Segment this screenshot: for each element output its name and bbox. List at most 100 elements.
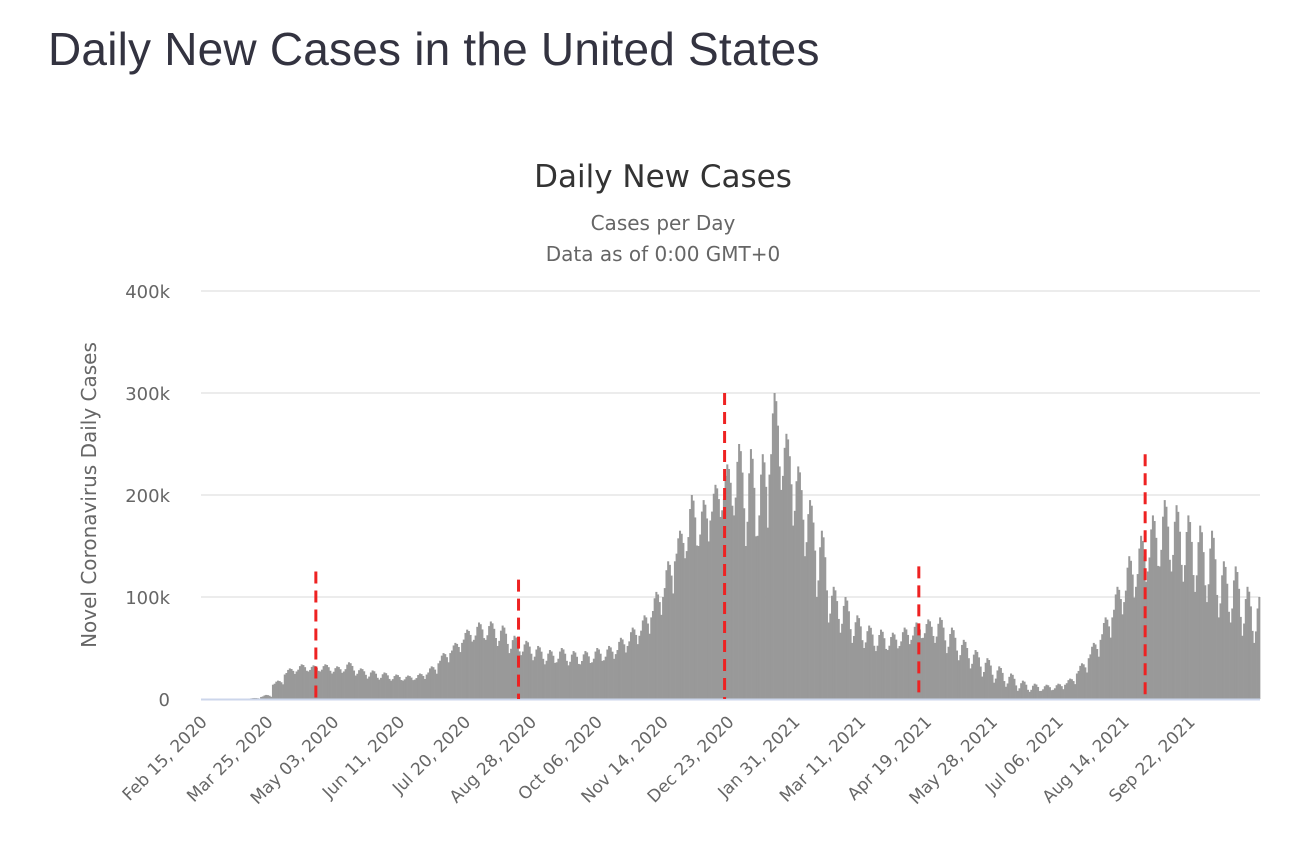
bar	[1114, 594, 1117, 699]
bar	[815, 597, 818, 699]
bar	[564, 653, 567, 699]
bar	[277, 680, 280, 699]
bar	[1080, 663, 1084, 699]
bar	[1160, 549, 1163, 699]
bar	[432, 667, 435, 699]
bar	[526, 642, 530, 699]
bar	[842, 605, 845, 699]
bar	[972, 654, 975, 699]
bar	[898, 645, 901, 699]
chart-title: Daily New Cases	[534, 159, 792, 195]
bar	[1236, 572, 1239, 699]
bar	[1040, 690, 1043, 699]
bar	[1096, 649, 1099, 699]
bar	[653, 598, 656, 699]
bar	[819, 547, 822, 699]
bar	[977, 657, 980, 699]
bar	[412, 680, 415, 699]
bar	[429, 668, 432, 699]
bar	[368, 676, 371, 699]
bar	[1043, 686, 1046, 699]
bar	[565, 660, 568, 699]
bar	[928, 621, 931, 699]
bar	[1151, 515, 1154, 699]
bar	[854, 622, 857, 699]
bar	[396, 675, 399, 699]
bar	[986, 658, 989, 699]
bar	[989, 665, 992, 699]
bar	[645, 617, 648, 699]
bar	[609, 647, 612, 699]
y-tick-label: 200k	[125, 486, 170, 507]
bar	[483, 638, 486, 699]
bar	[422, 675, 425, 699]
bar	[905, 629, 908, 699]
bar	[537, 645, 540, 699]
bar	[395, 674, 398, 699]
bar	[454, 642, 457, 699]
bar	[807, 514, 810, 700]
bar	[423, 679, 426, 699]
bar	[667, 561, 670, 699]
bar	[635, 634, 638, 699]
bar	[810, 505, 813, 699]
bar	[944, 640, 947, 699]
bar	[300, 664, 303, 699]
bar	[847, 611, 850, 699]
bar	[885, 648, 888, 699]
bar	[403, 679, 406, 699]
bar	[1189, 522, 1192, 699]
bar	[1030, 689, 1033, 699]
bar	[694, 517, 697, 699]
bar	[344, 669, 347, 699]
bar	[1155, 537, 1158, 699]
y-tick-label: 0	[159, 690, 170, 711]
bar	[771, 413, 774, 699]
bar	[824, 557, 827, 699]
chart-subtitle-line-2: Data as of 0:00 GMT+0	[546, 242, 781, 266]
bar	[702, 500, 705, 699]
bar	[1251, 630, 1254, 699]
bar	[775, 401, 778, 699]
bar	[581, 661, 584, 699]
bar	[1070, 679, 1073, 699]
bar	[974, 650, 977, 699]
bar	[731, 505, 734, 699]
bar	[729, 482, 732, 699]
bar	[964, 641, 967, 699]
bar	[1020, 683, 1023, 699]
bar	[1069, 678, 1072, 699]
bar	[532, 660, 535, 699]
bar	[1162, 516, 1165, 699]
bar	[871, 634, 874, 699]
bar	[265, 694, 268, 699]
bar	[619, 637, 622, 699]
bar	[1075, 673, 1078, 699]
bar	[1045, 684, 1048, 699]
bar	[457, 646, 460, 699]
bar	[788, 456, 791, 699]
bar	[320, 669, 323, 699]
bar	[1243, 623, 1246, 699]
bar	[505, 633, 508, 699]
bar	[822, 537, 825, 699]
bar	[937, 623, 940, 699]
bar	[1199, 525, 1202, 699]
bar	[358, 670, 361, 699]
bar	[886, 650, 889, 699]
bar	[427, 672, 430, 699]
bar	[437, 663, 440, 699]
bar	[874, 651, 877, 699]
bar	[993, 682, 996, 699]
bar	[636, 644, 639, 699]
bar	[927, 619, 930, 699]
bar	[349, 663, 352, 699]
bar	[825, 590, 828, 699]
bar	[1217, 617, 1220, 699]
bar	[754, 536, 758, 699]
bar	[999, 667, 1002, 699]
bar	[1158, 566, 1161, 699]
bar	[378, 679, 381, 699]
bar	[1053, 688, 1056, 699]
